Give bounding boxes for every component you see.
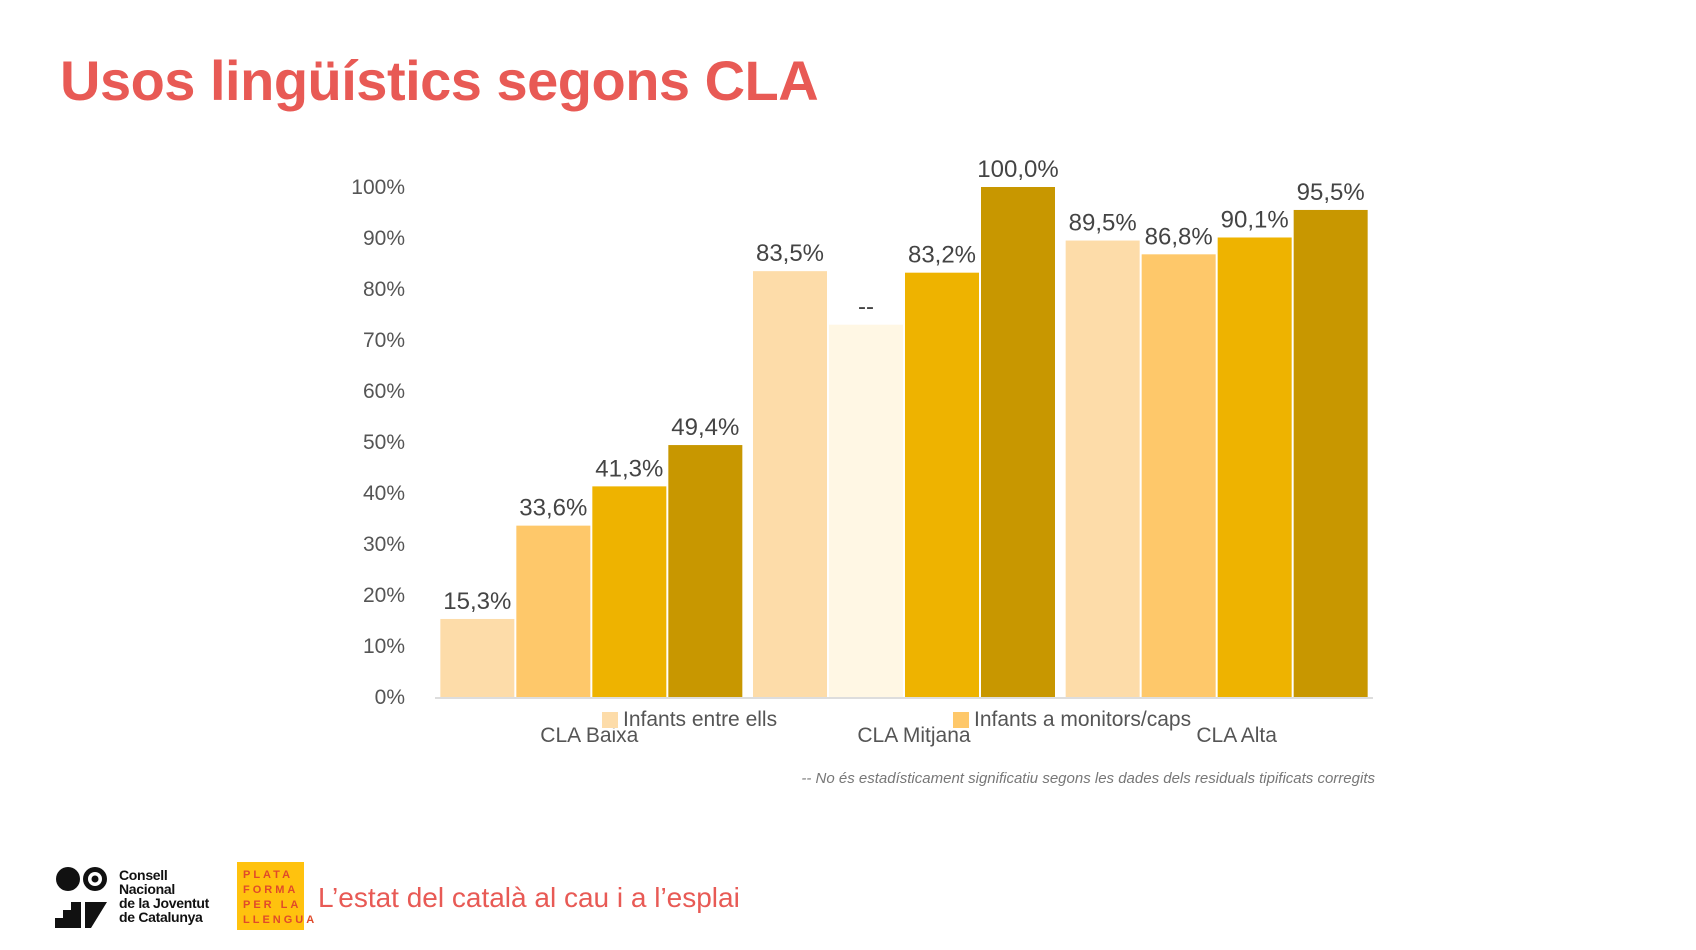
page-title: Usos lingüístics segons CLA [60,49,819,112]
bar [1065,240,1140,698]
data-label: 83,5% [756,240,824,267]
legend-swatch [602,712,618,728]
legend-label: Infants entre ells [623,708,777,731]
data-label: 90,1% [1221,206,1289,233]
data-label: 33,6% [519,495,587,522]
bar [668,445,743,697]
data-label: 95,5% [1297,179,1365,206]
category-label: CLA Mitjana [857,724,971,747]
bar [981,187,1055,697]
category-label: CLA Alta [1196,724,1277,747]
bar-chart: 0% 10% 20% 30% 40% 50% 60% 70% 80% 90% 100% 15,3% 33… [351,156,1373,747]
bar [1293,209,1368,697]
y-tick-label: 90% [363,227,405,250]
footer-subtitle: L’estat del català al cau i a l’esplai [318,882,740,913]
data-label: 83,2% [908,242,976,269]
cnjc-line: de Catalunya [119,909,203,925]
cnjc-logo: Consell Nacional de la Joventut de Catal… [55,866,230,928]
plataforma-line: FORMA [243,884,299,896]
data-label: 89,5% [1069,210,1137,237]
y-tick-label: 0% [375,686,405,709]
legend-swatch [953,712,969,728]
y-tick-label: 30% [363,533,405,556]
bar [1217,237,1292,698]
plataforma-line: LLENGUA [243,914,318,926]
footnote: -- No és estadísticament significatiu se… [801,770,1375,787]
data-label: 49,4% [671,414,739,441]
data-label: -- [858,294,874,321]
y-tick-label: 70% [363,329,405,352]
plataforma-line: PER LA [243,899,302,911]
data-label: 41,3% [595,455,663,482]
bar [592,486,667,697]
cnjc-line: Consell [119,867,168,883]
bar [829,324,903,697]
category-label: CLA Baixa [540,724,638,747]
plataforma-logo: PLATA FORMA PER LA LLENGUA [237,862,318,930]
bar [516,525,591,697]
data-label: 15,3% [443,588,511,615]
plataforma-line: PLATA [243,869,294,881]
data-label: 86,8% [1145,223,1213,250]
legend-label: Infants a monitors/caps [974,708,1191,731]
data-label: 100,0% [977,156,1058,183]
cnjc-line: de la Joventut [119,895,209,911]
bar [1141,254,1216,697]
y-tick-label: 10% [363,635,405,658]
y-tick-label: 80% [363,278,405,301]
y-tick-label: 100% [351,176,405,199]
bar [905,272,979,697]
bar [440,618,515,697]
y-tick-label: 40% [363,482,405,505]
y-tick-label: 20% [363,584,405,607]
cnjc-line: Nacional [119,881,175,897]
cnjc-logo-icon [55,867,107,928]
y-tick-label: 60% [363,380,405,403]
bar [753,271,827,697]
y-tick-label: 50% [363,431,405,454]
